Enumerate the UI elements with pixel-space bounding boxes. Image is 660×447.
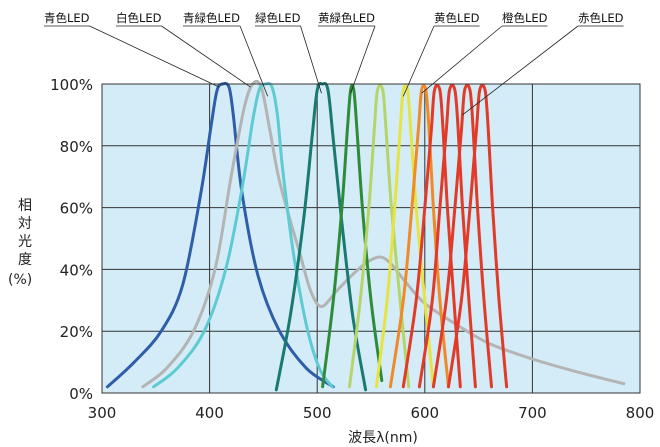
x-tick-label: 300 (88, 404, 117, 422)
callout-label: 黄色LED (434, 11, 480, 25)
callout-label: 緑色LED (255, 11, 301, 25)
y-tick-labels: 0% 20% 40% 60% 80% 100% (50, 76, 93, 403)
series-line (374, 83, 435, 389)
y-axis-label-unit: (%) (8, 272, 32, 288)
callout-leader (239, 25, 269, 97)
x-tick-label: 400 (195, 404, 224, 422)
callout-label: 橙色LED (502, 11, 548, 25)
callout-leader (89, 25, 220, 88)
x-tick-label: 500 (303, 404, 332, 422)
callout-leader (462, 25, 579, 116)
x-tick-labels: 300 400 500 600 700 800 (88, 404, 655, 422)
series-line (348, 83, 411, 389)
y-axis-label-char: 相 (18, 198, 32, 214)
series-line (141, 79, 626, 389)
y-tick-label: 40% (60, 261, 93, 279)
callout-leader (350, 25, 376, 94)
callout-leader (161, 25, 251, 88)
y-tick-label: 100% (50, 76, 93, 94)
y-axis-label: 相 対 光 度 (%) (8, 198, 32, 288)
x-axis-label: 波長λ(nm) (348, 430, 418, 446)
callout-leader (300, 25, 322, 94)
series-line (431, 83, 493, 389)
y-tick-label: 80% (60, 138, 93, 156)
y-axis-label-char: 度 (18, 252, 32, 268)
x-tick-label: 700 (518, 404, 547, 422)
y-tick-label: 0% (69, 385, 93, 403)
series-line (321, 83, 384, 389)
callout-leader (402, 25, 435, 97)
callout-labels: 青色LED 白色LED 青緑色LED 緑色LED 黄緑色LED 黄色LED 橙色LED 赤色L… (44, 11, 624, 25)
callout-label: 青緑色LED (183, 11, 240, 25)
x-tick-label: 800 (626, 404, 655, 422)
callout-label: 青色LED (44, 11, 90, 25)
y-axis-label-char: 光 (18, 234, 32, 250)
callout-leaders (44, 25, 624, 116)
callout-label: 黄緑色LED (318, 11, 375, 25)
callout-leader (421, 25, 503, 94)
plot-border (101, 83, 641, 394)
y-axis-label-char: 対 (18, 216, 32, 232)
y-tick-label: 20% (60, 323, 93, 341)
x-tick-label: 600 (410, 404, 439, 422)
callout-label: 白色LED (116, 11, 162, 25)
callout-label: 赤色LED (578, 11, 624, 25)
series-line (417, 83, 477, 389)
series-line (388, 83, 450, 389)
series-line (401, 83, 462, 389)
series-line (447, 83, 509, 389)
y-tick-label: 60% (60, 200, 93, 218)
